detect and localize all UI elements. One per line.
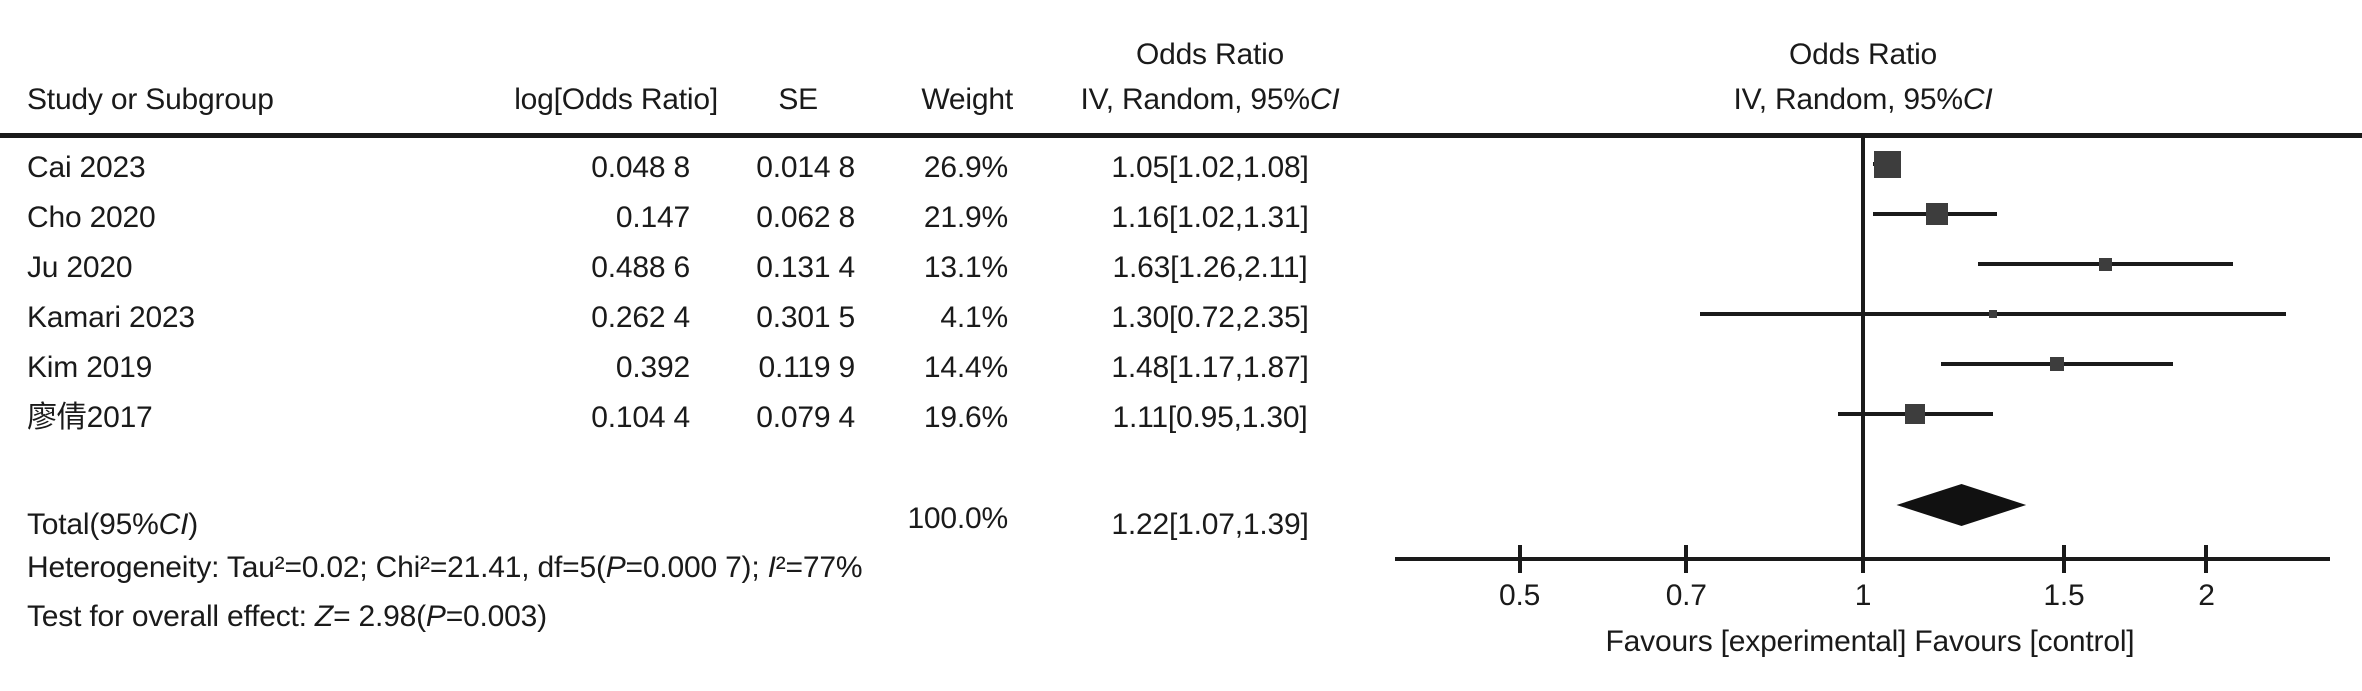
total-label-post: ) — [188, 508, 199, 541]
column-header-log-odds-ratio: log[Odds Ratio] — [514, 83, 718, 116]
weight-marker — [1925, 203, 1948, 225]
or-values-ci-label: CI — [1309, 83, 1340, 116]
x-axis-tick — [2204, 545, 2209, 573]
study-name-label: Kim 2019 — [27, 351, 153, 384]
x-axis-tick-label: 1.5 — [2043, 579, 2085, 612]
x-axis-tick — [1861, 545, 1865, 573]
heterogeneity-text: Heterogeneity: Tau²=0.02; Chi²=21.41, df… — [27, 551, 606, 584]
total-label-ci: CI — [158, 508, 189, 541]
header-separator-line — [0, 133, 2362, 138]
overall-effect-z-symbol: Z — [314, 600, 334, 633]
weight-marker — [1873, 150, 1901, 178]
log-or-value: 0.048 8 — [591, 151, 690, 184]
log-or-value: 0.262 4 — [591, 301, 690, 334]
log-or-value: 0.104 4 — [591, 401, 690, 434]
total-label-pre: Total(95% — [27, 508, 159, 541]
se-value: 0.062 8 — [756, 201, 855, 234]
x-axis-tick-label: 1 — [1854, 579, 1872, 612]
x-axis-tick-label: 2 — [2198, 579, 2215, 612]
weight-value: 19.6% — [923, 401, 1008, 434]
x-axis-tick — [1684, 545, 1689, 573]
log-or-value: 0.147 — [615, 201, 690, 234]
column-header-or-plot-line2: IV, Random, 95%CI — [1663, 80, 2063, 120]
weight-value: 14.4% — [923, 351, 1008, 384]
study-name-label: Kamari 2023 — [27, 301, 195, 334]
column-header-or-values-line2: IV, Random, 95%CI — [1010, 80, 1410, 120]
weight-marker — [2098, 257, 2112, 271]
or-ci-value: 1.05[1.02,1.08] — [1111, 151, 1309, 184]
total-or-ci-value: 1.22[1.07,1.39] — [1111, 508, 1309, 541]
x-axis-tick — [2061, 545, 2066, 573]
overall-effect-text3: =0.003) — [445, 600, 547, 633]
heterogeneity-i2-symbol: I — [767, 551, 776, 584]
weight-marker — [1904, 404, 1925, 424]
weight-marker — [2050, 357, 2065, 371]
overall-effect-p-symbol: P — [425, 600, 446, 633]
total-label: Total(95%CI) — [27, 505, 198, 545]
study-name-label: Ju 2020 — [27, 251, 133, 284]
or-ci-value: 1.16[1.02,1.31] — [1111, 201, 1309, 234]
heterogeneity-p-symbol: P — [605, 551, 626, 584]
x-axis-tick — [1517, 545, 1522, 573]
or-plot-model-label: IV, Random, 95% — [1733, 83, 1964, 116]
x-axis-label: Favours [experimental] Favours [control] — [1605, 625, 2135, 658]
study-name-label: Cho 2020 — [27, 201, 156, 234]
overall-effect-text2: = 2.98( — [333, 600, 426, 633]
se-value: 0.079 4 — [756, 401, 855, 434]
total-weight-value: 100.0% — [907, 502, 1008, 535]
or-ci-value: 1.11[0.95,1.30] — [1112, 401, 1308, 434]
study-name-label: 廖倩2017 — [27, 401, 153, 434]
weight-value: 21.9% — [923, 201, 1008, 234]
study-name-label: Cai 2023 — [27, 151, 146, 184]
column-header-or-values-line1: Odds Ratio — [1135, 38, 1285, 71]
weight-value: 13.1% — [923, 251, 1008, 284]
column-header-study: Study or Subgroup — [27, 83, 274, 116]
log-or-value: 0.488 6 — [591, 251, 690, 284]
weight-marker — [1989, 310, 1997, 318]
pooled-diamond — [1896, 484, 2027, 526]
no-effect-reference-line — [1861, 138, 1865, 559]
heterogeneity-text3: ²=77% — [775, 551, 863, 584]
weight-value: 26.9% — [923, 151, 1008, 184]
column-header-or-plot-line1: Odds Ratio — [1788, 38, 1938, 71]
or-ci-value: 1.30[0.72,2.35] — [1111, 301, 1309, 334]
or-ci-value: 1.63[1.26,2.11] — [1112, 251, 1308, 284]
se-value: 0.301 5 — [756, 301, 855, 334]
se-value: 0.014 8 — [756, 151, 855, 184]
weight-value: 4.1% — [940, 301, 1008, 334]
column-header-se: SE — [778, 83, 818, 116]
se-value: 0.119 9 — [758, 351, 856, 384]
or-values-model-label: IV, Random, 95% — [1080, 83, 1311, 116]
overall-effect-text: Test for overall effect: — [27, 600, 315, 633]
log-or-value: 0.392 — [615, 351, 690, 384]
heterogeneity-note: Heterogeneity: Tau²=0.02; Chi²=21.41, df… — [27, 548, 863, 588]
or-plot-ci-label: CI — [1962, 83, 1993, 116]
x-axis-tick-label: 0.7 — [1665, 579, 1707, 612]
overall-effect-note: Test for overall effect: Z= 2.98(P=0.003… — [27, 597, 547, 637]
column-header-weight: Weight — [921, 83, 1013, 116]
or-ci-value: 1.48[1.17,1.87] — [1111, 351, 1309, 384]
heterogeneity-text2: =0.000 7); — [625, 551, 768, 584]
x-axis-tick-label: 0.5 — [1498, 579, 1541, 612]
se-value: 0.131 4 — [756, 251, 855, 284]
